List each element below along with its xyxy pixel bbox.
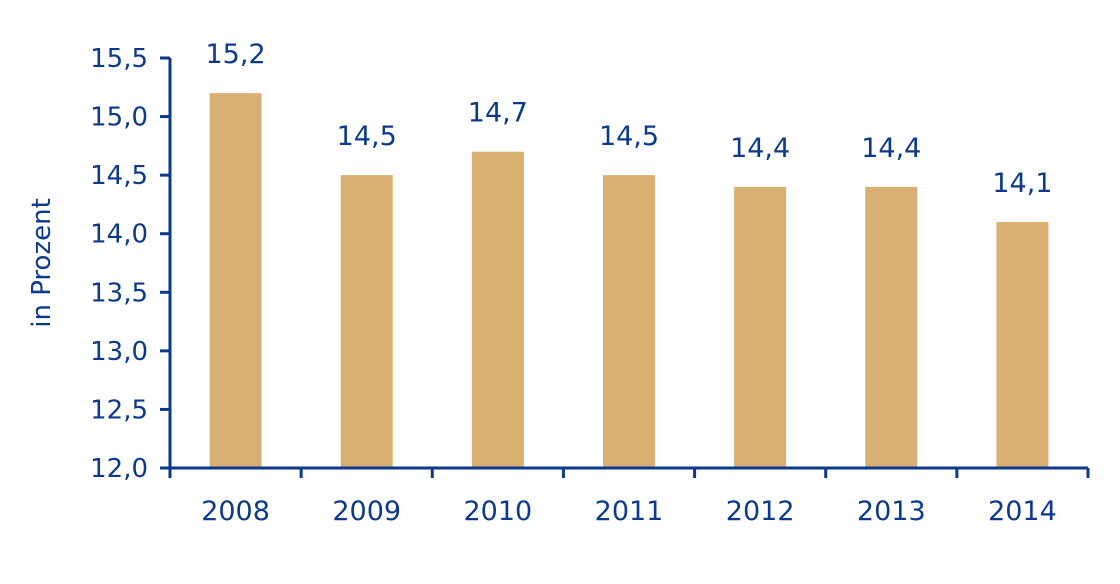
bar-2011 [603, 175, 655, 468]
y-tick-label: 14,5 [90, 161, 148, 191]
bars [209, 93, 1049, 469]
x-tick-label-2013: 2013 [857, 496, 926, 527]
bar-2013 [865, 186, 918, 468]
bar-2009 [340, 175, 393, 468]
value-labels: 15,2 14,5 14,7 14,5 14,4 14,4 14,1 [206, 39, 1053, 199]
bar-2012 [734, 186, 787, 468]
bar-2014 [996, 222, 1049, 468]
y-tick-label: 15,0 [90, 103, 148, 133]
y-tick-label: 13,0 [90, 337, 148, 367]
value-label-2014: 14,1 [992, 168, 1052, 199]
x-tick-label-2009: 2009 [332, 496, 401, 527]
y-tick-label: 15,5 [90, 44, 148, 74]
bar-2010 [471, 151, 524, 468]
bar-2008 [209, 93, 262, 469]
value-label-2008: 15,2 [206, 39, 266, 70]
y-tick-label: 13,5 [90, 278, 148, 308]
value-label-2011: 14,5 [599, 121, 659, 152]
x-tick-label-2010: 2010 [463, 496, 532, 527]
x-tick-label-2011: 2011 [595, 496, 664, 527]
y-tick-label: 12,0 [90, 454, 148, 484]
x-axis-ticks: 2008 2009 2010 2011 2012 2013 2014 [168, 468, 1090, 527]
y-tick-label: 14,0 [90, 220, 148, 250]
y-axis-title: in Prozent [27, 198, 57, 328]
value-label-2013: 14,4 [861, 133, 921, 164]
x-tick-label-2014: 2014 [988, 496, 1057, 527]
x-tick-label-2012: 2012 [726, 496, 795, 527]
y-tick-label: 12,5 [90, 395, 148, 425]
x-tick-label-2008: 2008 [201, 496, 270, 527]
value-label-2009: 14,5 [337, 121, 397, 152]
value-label-2012: 14,4 [730, 133, 790, 164]
value-label-2010: 14,7 [468, 98, 528, 129]
y-axis-ticks: 12,0 12,5 13,0 13,5 14,0 14,5 15,0 15,5 [90, 44, 170, 484]
